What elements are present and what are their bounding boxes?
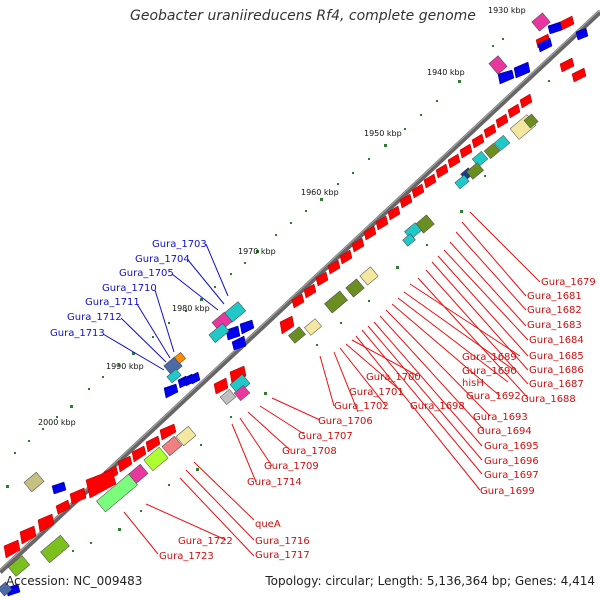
genome-title: Geobacter uraniireducens Rf4, complete g… [130,8,476,24]
kbp-label: 1980 kbp [172,304,210,313]
kbp-label: 1970 kbp [238,247,276,256]
gene-label[interactable]: Gura_1712 [67,312,122,323]
kbp-label: 1930 kbp [488,6,526,15]
gene-label[interactable]: Gura_1682 [527,305,582,316]
gene-label[interactable]: Gura_1687 [529,379,584,390]
outer-tick-ring [6,38,504,488]
gene-label[interactable]: Gura_1695 [484,441,539,452]
gene-label[interactable]: Gura_1694 [477,426,532,437]
gene-label[interactable]: Gura_1683 [527,320,582,331]
forward-genes-distant [559,57,587,83]
gene-label[interactable]: Gura_1688 [521,394,576,405]
gene-label[interactable]: Gura_1686 [529,365,584,376]
gene-label[interactable]: Gura_1701 [349,387,404,398]
gene-label[interactable]: Gura_1703 [152,239,207,250]
gene-label[interactable]: Gura_1692 [466,391,521,402]
gene-label[interactable]: Gura_1702 [334,401,389,412]
accession-text: Accession: NC_009483 [6,574,143,588]
kbp-label: 1950 kbp [364,129,402,138]
gene-label[interactable]: Gura_1709 [264,461,319,472]
gene-label[interactable]: Gura_1684 [529,335,584,346]
gene-label[interactable]: Gura_1704 [135,254,190,265]
gene-label[interactable]: Gura_1685 [529,351,584,362]
kbp-label: 2000 kbp [38,418,76,427]
kbp-label: 1960 kbp [301,188,339,197]
gene-label[interactable]: Gura_1679 [541,277,596,288]
gene-label[interactable]: Gura_1717 [255,550,310,561]
forward-genes-outer [3,15,575,559]
gene-label[interactable]: Gura_1723 [159,551,214,562]
gene-label[interactable]: Gura_1708 [282,446,337,457]
kbp-label: 1940 kbp [427,68,465,77]
gene-label[interactable]: Gura_1706 [318,416,373,427]
gene-label[interactable]: Gura_1690 [462,366,517,377]
gene-label[interactable]: Gura_1705 [119,268,174,279]
gene-label[interactable]: Gura_1714 [247,477,302,488]
gene-label[interactable]: hisH [462,378,484,389]
gene-label[interactable]: Gura_1693 [473,412,528,423]
inner-tick-ring [72,80,550,552]
gene-label[interactable]: Gura_1722 [178,536,233,547]
gene-label[interactable]: Gura_1699 [480,486,535,497]
feature-blocks [0,12,551,597]
reverse-genes [5,21,589,597]
gene-label[interactable]: Gura_1681 [527,291,582,302]
gene-label[interactable]: Gura_1698 [410,401,465,412]
gene-label[interactable]: Gura_1707 [298,431,353,442]
gene-label[interactable]: Gura_1689 [462,352,517,363]
blue-leader-lines [102,243,229,371]
gene-label[interactable]: Gura_1710 [102,283,157,294]
genome-summary-text: Topology: circular; Length: 5,136,364 bp… [265,574,595,588]
gene-label[interactable]: Gura_1700 [366,372,421,383]
gene-label[interactable]: Gura_1713 [50,328,105,339]
gene-label[interactable]: Gura_1696 [484,456,539,467]
gene-label[interactable]: queA [255,519,281,530]
gene-label[interactable]: Gura_1716 [255,536,310,547]
gene-label[interactable]: Gura_1697 [484,470,539,481]
red-leader-lines [123,211,541,557]
gene-label[interactable]: Gura_1711 [85,297,140,308]
kbp-label: 1990 kbp [106,362,144,371]
